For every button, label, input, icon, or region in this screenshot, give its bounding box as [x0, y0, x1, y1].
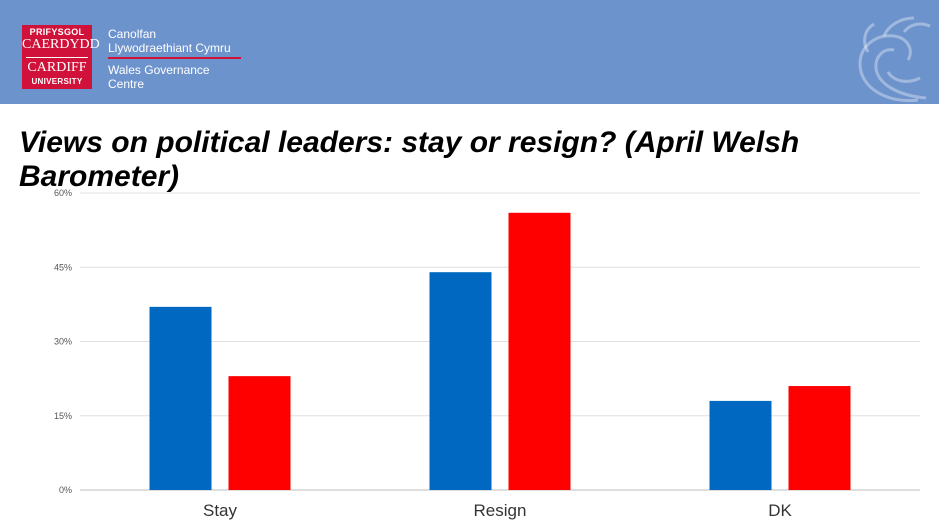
logo-line-4: UNIVERSITY: [31, 77, 83, 86]
dragon-icon: [858, 16, 931, 103]
x-tick-label: DK: [768, 501, 792, 520]
slide-title: Views on political leaders: stay or resi…: [19, 126, 800, 193]
bar: [429, 272, 492, 490]
bar: [508, 212, 571, 491]
bar: [149, 306, 212, 490]
centre-name-welsh: Canolfan Llywodraethiant Cymru: [108, 27, 231, 55]
logo-line-1: PRIFYSGOL: [29, 27, 85, 37]
y-tick-label: 45%: [54, 262, 72, 272]
bar: [228, 376, 291, 490]
centre-name-english-line-2: Centre: [108, 77, 145, 91]
header-banner: PRIFYSGOL CAERDYDD CARDIFF UNIVERSITY Ca…: [0, 0, 939, 104]
y-tick-label: 0%: [59, 485, 72, 495]
x-tick-label: Resign: [474, 501, 527, 520]
logo-line-2: CAERDYDD: [22, 37, 100, 52]
centre-name-english-line-1: Wales Governance: [108, 63, 210, 77]
centre-name-welsh-line-1: Canolfan: [108, 27, 157, 41]
centre-name-welsh-line-2: Llywodraethiant Cymru: [108, 41, 231, 55]
logo-divider: [26, 57, 88, 58]
bar: [788, 386, 851, 490]
logo-line-3: CARDIFF: [27, 60, 87, 75]
y-tick-label: 30%: [54, 337, 72, 347]
bar: [709, 400, 772, 490]
x-tick-label: Stay: [203, 501, 238, 520]
centre-name-english: Wales Governance Centre: [108, 63, 210, 91]
y-tick-label: 15%: [54, 411, 72, 421]
bar-chart: 0% 15% 30% 45% 60% Stay Resign DK: [54, 188, 920, 520]
y-tick-label: 60%: [54, 188, 72, 198]
university-logo[interactable]: PRIFYSGOL CAERDYDD CARDIFF UNIVERSITY: [22, 25, 100, 89]
header-accent-rule: [108, 57, 241, 59]
